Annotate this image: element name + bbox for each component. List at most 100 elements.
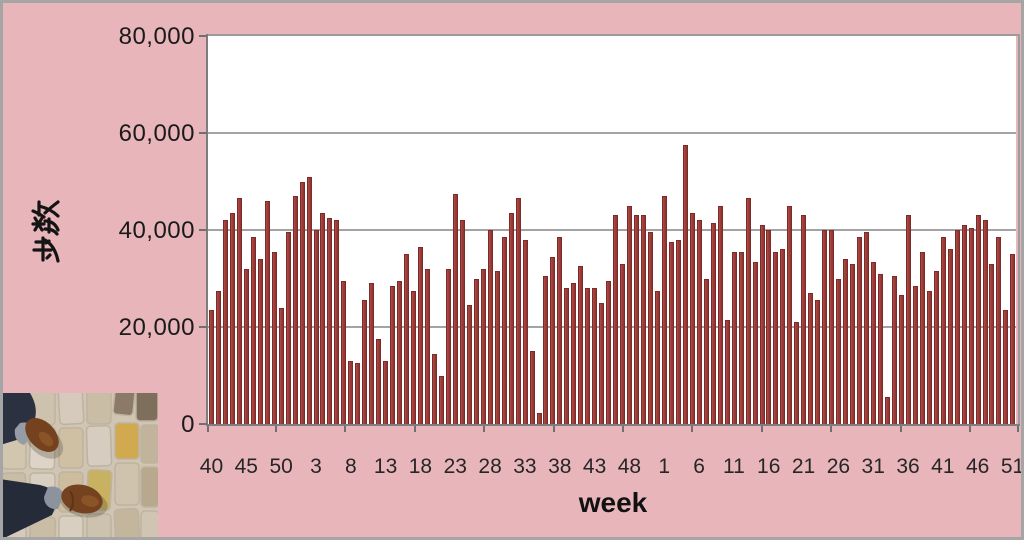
x-tick-label-28: 28 [478,455,502,478]
bar-week-44 [236,198,242,424]
tick-mark [761,426,763,432]
x-tick-label-50: 50 [269,455,293,478]
bar-week-16 [766,230,772,424]
bar-week-3 [675,239,681,424]
bar-week-50 [278,307,284,424]
x-tick-label-13: 13 [373,455,398,478]
bar-slot [619,36,626,424]
bar-week-50 [1003,310,1009,424]
x-tick-label-46: 46 [966,455,990,478]
bar-week-35 [536,413,542,424]
bar-slot [543,36,550,424]
bar-week-50 [641,215,647,424]
x-tick-label-23: 23 [443,455,467,478]
bar-slot [222,36,229,424]
bar-slot [1002,36,1009,424]
photo-feet-on-cobblestones [3,393,158,537]
bar-week-20 [431,353,437,424]
bar-week-22 [808,293,814,424]
bar-week-48 [627,205,633,424]
bar-week-8 [710,222,716,424]
plot-area [208,36,1016,424]
x-tick-label-40: 40 [199,455,224,478]
bar-week-46 [975,215,981,424]
tick-mark [414,426,416,432]
bar-week-15 [759,225,765,424]
bar-slot [243,36,250,424]
bar-week-44 [599,302,605,424]
bar-week-49 [634,215,640,424]
bar-week-47 [982,220,988,424]
bar-slot [752,36,759,424]
bar-slot [487,36,494,424]
bar-week-18 [780,249,786,424]
x-tick-label-16: 16 [757,455,781,478]
bar-week-6 [334,220,340,424]
bar-week-52 [654,290,660,424]
bar-week-7 [703,278,709,424]
bar-slot [361,36,368,424]
bar-slot [264,36,271,424]
bar-week-23 [815,300,821,424]
bar-slot [313,36,320,424]
bar-week-30 [864,232,870,424]
tick-mark [553,426,555,432]
bar-week-16 [404,254,410,424]
bar-week-18 [418,246,424,424]
bar-slot [285,36,292,424]
tick-mark [275,426,277,432]
bar-slot [536,36,543,424]
bar-slot [396,36,403,424]
bar-week-45 [968,227,974,424]
y-tick-label-0: 0 [181,411,195,438]
bar-week-43 [954,230,960,424]
bar-week-49 [996,237,1002,424]
bar-slot [278,36,285,424]
x-tick-label-43: 43 [582,455,607,478]
bar-slot [940,36,947,424]
bar-slot [403,36,410,424]
bar-week-24 [459,220,465,424]
y-tick-label-80000: 80,000 [118,23,195,50]
bar-week-2 [306,176,312,424]
bar-slot [326,36,333,424]
bar-slot [354,36,361,424]
bar-slot [563,36,570,424]
bar-slot [828,36,835,424]
y-axis-title-glyphs [31,200,60,263]
bar-slot [675,36,682,424]
x-tick-label-11: 11 [722,455,745,478]
tick-mark [483,426,485,432]
bar-week-29 [857,237,863,424]
bar-week-10 [724,319,730,424]
bar-slot [459,36,466,424]
bar-slot [410,36,417,424]
bar-week-42 [222,220,228,424]
bar-week-25 [829,230,835,424]
bar-slot [347,36,354,424]
bar-slot [368,36,375,424]
bar-week-4 [682,145,688,424]
bar-week-35 [898,295,904,424]
y-tick-label-60000: 60,000 [118,120,195,147]
bar-slot [772,36,779,424]
x-tick-label-18: 18 [408,455,433,478]
x-tick-label-31: 31 [861,455,885,478]
tick-mark [900,426,902,432]
bar-slot [703,36,710,424]
bar-slot [891,36,898,424]
bar-week-22 [445,268,451,424]
tick-mark [344,426,346,432]
bar-week-36 [905,215,911,424]
bar-week-9 [717,205,723,424]
bar-slot [522,36,529,424]
bars-container [208,36,1016,424]
bar-week-13 [383,360,389,424]
x-tick-label-38: 38 [548,455,572,478]
gridline-40000 [208,229,1016,231]
bar-slot [717,36,724,424]
bar-week-4 [320,213,326,424]
bar-week-37 [912,285,918,424]
tick-mark [622,426,624,432]
bar-slot [975,36,982,424]
